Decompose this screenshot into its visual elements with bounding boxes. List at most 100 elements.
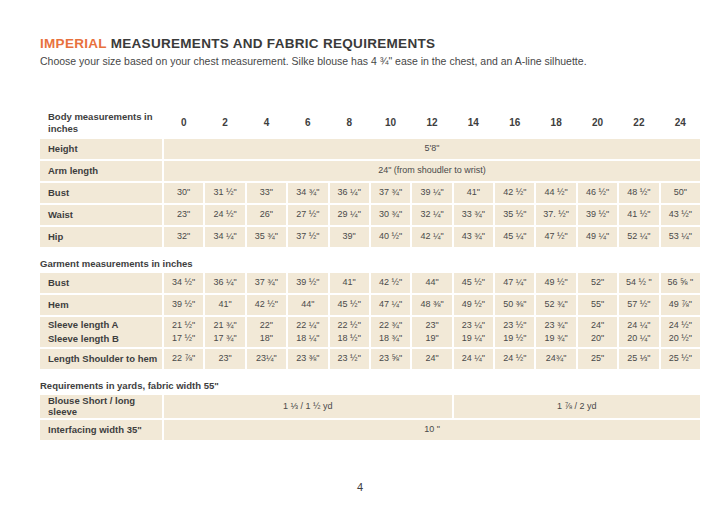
size-cell: 24 ½" bbox=[205, 205, 244, 225]
size-cell: 42 ¼" bbox=[412, 227, 451, 247]
size-cell: 32" bbox=[164, 227, 203, 247]
size-header-cell: 24 bbox=[661, 109, 700, 137]
size-cell: 25 ½" bbox=[661, 349, 700, 369]
size-cell: 23 ⅝" bbox=[371, 349, 410, 369]
size-cell: 52 ¾" bbox=[536, 295, 575, 315]
size-cell: 49 ⅞" bbox=[661, 295, 700, 315]
size-cell: 32 ¼" bbox=[412, 205, 451, 225]
size-header-cell: 8 bbox=[330, 109, 369, 137]
row-label: Arm length bbox=[40, 161, 162, 181]
size-cell: 22 ½"18 ½" bbox=[330, 317, 369, 347]
size-cell: 33" bbox=[247, 183, 286, 203]
size-cell: 24" bbox=[412, 349, 451, 369]
row-label: Length Shoulder to hem bbox=[40, 349, 162, 369]
row-label: Bust bbox=[40, 183, 162, 203]
merged-cell: 5'8" bbox=[164, 139, 700, 159]
size-cell: 22"18" bbox=[247, 317, 286, 347]
size-cell: 39 ½" bbox=[164, 295, 203, 315]
size-cell: 25" bbox=[578, 349, 617, 369]
size-header-cell: 6 bbox=[288, 109, 327, 137]
row-label: Waist bbox=[40, 205, 162, 225]
size-cell: 34 ¾" bbox=[288, 183, 327, 203]
size-cell: 48 ⅜" bbox=[412, 295, 451, 315]
size-cell: 23 ½"19 ½" bbox=[495, 317, 534, 347]
size-cell: 50 ⅜" bbox=[495, 295, 534, 315]
size-cell: 21 ½"17 ½" bbox=[164, 317, 203, 347]
size-cell: 22 ¾"18 ¾" bbox=[371, 317, 410, 347]
size-cell: 39 ½" bbox=[578, 205, 617, 225]
size-cell: 53 ¼" bbox=[661, 227, 700, 247]
size-cell: 37 ¾" bbox=[371, 183, 410, 203]
size-cell: 37 ¾" bbox=[247, 273, 286, 293]
size-cell: 57 ½" bbox=[619, 295, 658, 315]
size-cell: 24 ¼" bbox=[454, 349, 493, 369]
size-cell: 47 ¼" bbox=[495, 273, 534, 293]
size-cell: 50" bbox=[661, 183, 700, 203]
size-cell: 23¼" bbox=[247, 349, 286, 369]
page-title-rest: MEASUREMENTS AND FABRIC REQUIREMENTS bbox=[107, 36, 436, 51]
size-cell: 55" bbox=[578, 295, 617, 315]
size-cell: 43 ¾" bbox=[454, 227, 493, 247]
size-cell: 30 ¾" bbox=[371, 205, 410, 225]
size-cell: 47 ½" bbox=[536, 227, 575, 247]
size-cell: 49 ¼" bbox=[578, 227, 617, 247]
size-cell: 39 ¼" bbox=[412, 183, 451, 203]
size-cell: 23" bbox=[164, 205, 203, 225]
merged-cell: 24" (from shoudler to wrist) bbox=[164, 161, 700, 181]
row-label: Blouse Short / long sleeve bbox=[40, 395, 162, 418]
size-header-cell: 2 bbox=[205, 109, 244, 137]
section-header: Requirements in yards, fabric width 55" bbox=[40, 371, 700, 393]
size-cell: 24 ½" bbox=[495, 349, 534, 369]
size-cell: 42 ½" bbox=[495, 183, 534, 203]
size-cell: 49 ½" bbox=[454, 295, 493, 315]
size-cell: 35 ¾" bbox=[247, 227, 286, 247]
size-cell: 39" bbox=[330, 227, 369, 247]
page-title: IMPERIAL MEASUREMENTS AND FABRIC REQUIRE… bbox=[40, 36, 700, 51]
row-label: Height bbox=[40, 139, 162, 159]
size-cell: 34 ½" bbox=[164, 273, 203, 293]
size-cell: 37 ½" bbox=[288, 227, 327, 247]
size-cell: 56 ⅝ " bbox=[661, 273, 700, 293]
row-label: Sleeve length ASleeve length B bbox=[40, 317, 162, 347]
size-header-cell: 16 bbox=[495, 109, 534, 137]
size-cell: 26" bbox=[247, 205, 286, 225]
size-header-cell: 14 bbox=[454, 109, 493, 137]
size-cell: 48 ½" bbox=[619, 183, 658, 203]
size-cell: 37. ½" bbox=[536, 205, 575, 225]
size-cell: 23 ¾"19 ¾" bbox=[536, 317, 575, 347]
merged-cell: 1 ⅞ / 2 yd bbox=[454, 395, 700, 418]
size-cell: 33 ¾" bbox=[454, 205, 493, 225]
size-table: Body measurements in inches0246810121416… bbox=[40, 109, 700, 440]
page: IMPERIAL MEASUREMENTS AND FABRIC REQUIRE… bbox=[0, 0, 720, 440]
size-cell: 45 ½" bbox=[454, 273, 493, 293]
row-label: Interfacing width 35" bbox=[40, 420, 162, 440]
size-cell: 41" bbox=[330, 273, 369, 293]
size-cell: 34 ¼" bbox=[205, 227, 244, 247]
size-header-cell: 10 bbox=[371, 109, 410, 137]
size-cell: 22 ⅞" bbox=[164, 349, 203, 369]
size-cell: 22 ¼"18 ¼" bbox=[288, 317, 327, 347]
size-cell: 23" bbox=[205, 349, 244, 369]
size-cell: 24 ¼"20 ¼" bbox=[619, 317, 658, 347]
size-cell: 36 ¼" bbox=[205, 273, 244, 293]
size-cell: 52" bbox=[578, 273, 617, 293]
size-cell: 31 ½" bbox=[205, 183, 244, 203]
row-label: Hem bbox=[40, 295, 162, 315]
size-cell: 25 ⅓" bbox=[619, 349, 658, 369]
size-cell: 23 ⅜" bbox=[288, 349, 327, 369]
size-cell: 44" bbox=[288, 295, 327, 315]
size-cell: 43 ½" bbox=[661, 205, 700, 225]
size-cell: 24 ½"20 ½" bbox=[661, 317, 700, 347]
size-cell: 29 ¼" bbox=[330, 205, 369, 225]
size-cell: 42 ½" bbox=[247, 295, 286, 315]
size-header-cell: 4 bbox=[247, 109, 286, 137]
size-cell: 42 ½" bbox=[371, 273, 410, 293]
size-cell: 40 ½" bbox=[371, 227, 410, 247]
size-cell: 41" bbox=[205, 295, 244, 315]
size-cell: 47 ¼" bbox=[371, 295, 410, 315]
size-cell: 41" bbox=[454, 183, 493, 203]
size-cell: 54 ½ " bbox=[619, 273, 658, 293]
page-title-accent: IMPERIAL bbox=[40, 36, 107, 51]
size-cell: 24¾" bbox=[536, 349, 575, 369]
size-cell: 23 ½" bbox=[330, 349, 369, 369]
